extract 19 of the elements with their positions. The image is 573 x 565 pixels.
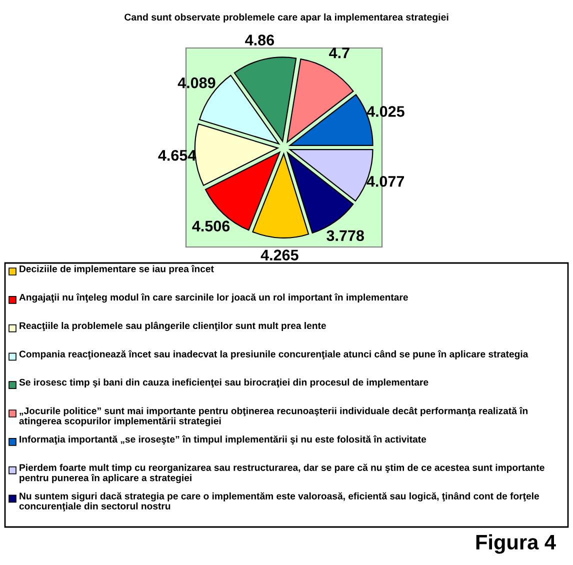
data-label: 4.025 (366, 106, 404, 117)
legend-label: Compania reacţionează încet sau inadecvat la presiunile concurenţiale atunci când se pune în aplicare strategia (19, 350, 528, 360)
data-label: 4.506 (192, 220, 230, 232)
legend-label: Pierdem foarte mult timp cu reorganizarea sau restructurarea, dar se pare că nu ştim de ce acestea sunt importante pentru punerea în aplicare a strategiei (20, 464, 544, 484)
legend-label: „Jocurile politice” sunt mai importante pentru obţinerea recunoaşterii individuale decât performanţa realizată în atingerea scopurilor implementării strategiei (19, 407, 528, 426)
data-label: 4.86 (245, 34, 274, 46)
legend-label: Reacţiile la problemele sau plângerile clienţilor sunt mult prea lente (20, 322, 326, 331)
data-label: 4.077 (366, 176, 404, 187)
data-label: 3.778 (326, 230, 364, 242)
legend-label: Informaţia importantă „se iroseşte” în timpul implementării şi nu este folosită în activitate (20, 435, 426, 445)
legend-label: Angajaţii nu înţeleg modul în care sarcinile lor joacă un rol important în implementare (19, 293, 408, 303)
data-label: 4.265 (260, 250, 298, 260)
data-label: 4.7 (329, 48, 350, 58)
chart-title: Cand sunt observate problemele care apar la implementarea strategiei (124, 13, 448, 23)
text: Figura 4 (476, 534, 556, 554)
legend-label: Nu suntem siguri dacă strategia pe care o implementăm este valoroasă, eficientă sau logică, ţinând cont de forţele concurenţiale din sectorul nostru (19, 492, 539, 512)
legend-label: Deciziile de implementare se iau prea încet (20, 265, 214, 274)
data-label: 4.089 (178, 77, 216, 88)
legend-label: Se irosesc timp şi bani din cauza ineficienţei sau birocraţiei din procesul de implementare (19, 378, 428, 388)
